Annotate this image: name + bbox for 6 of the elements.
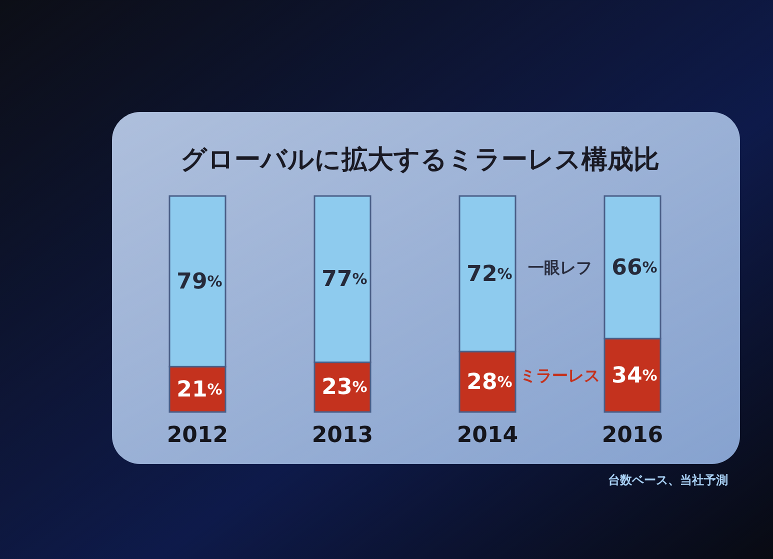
category: 2012 <box>166 423 228 448</box>
title: グローバルに拡大するミラーレス構成比 <box>180 145 660 175</box>
category: 2014 <box>456 423 518 448</box>
category: 2013 <box>312 423 374 448</box>
category: 2016 <box>602 423 664 448</box>
annotation: 台数ベース、当社予測 <box>608 473 728 487</box>
